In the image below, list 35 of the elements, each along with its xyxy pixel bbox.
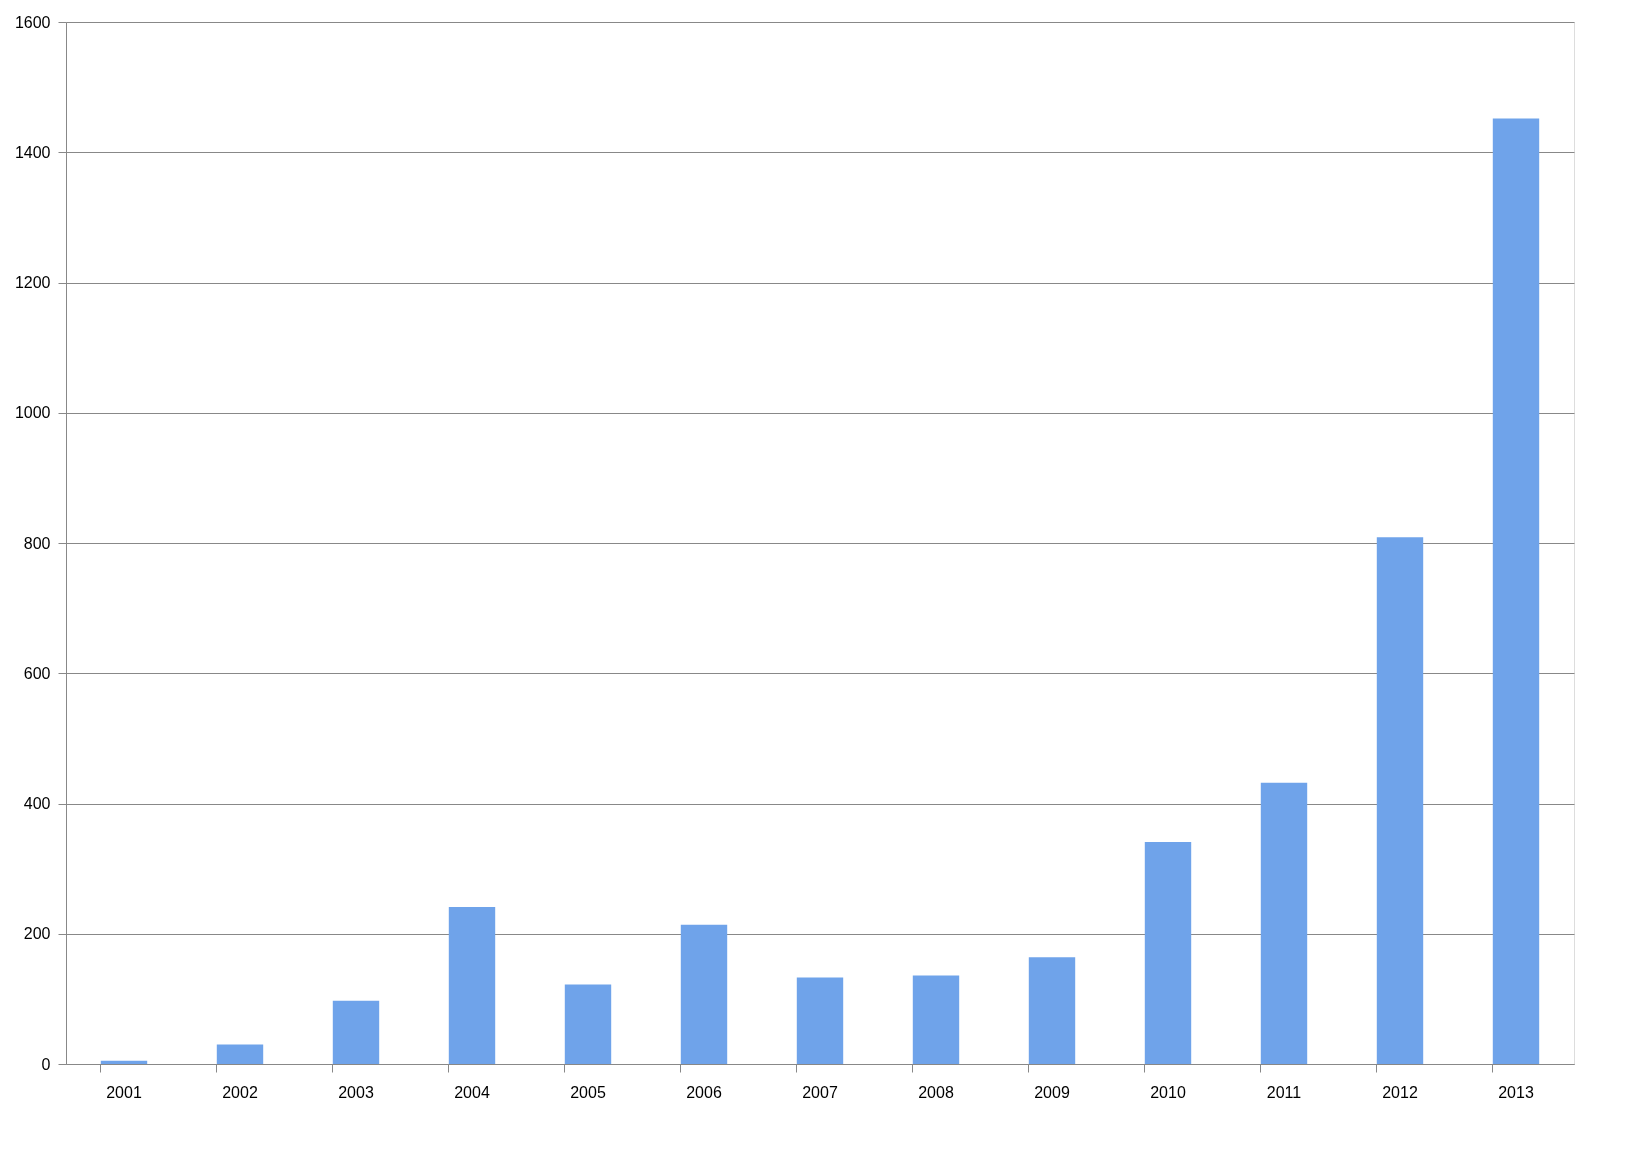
x-tick-label: 2010 xyxy=(1150,1083,1186,1101)
y-tick-label: 800 xyxy=(23,534,51,552)
y-tick-label: 0 xyxy=(41,1055,51,1073)
bar xyxy=(912,975,960,1064)
y-tick-label: 400 xyxy=(23,795,51,812)
bar xyxy=(448,907,496,1064)
bar xyxy=(100,1060,148,1064)
x-tick-label: 2005 xyxy=(570,1083,606,1101)
bar xyxy=(1376,537,1424,1064)
y-tick-label: 200 xyxy=(23,925,51,943)
x-tick-label: 2012 xyxy=(1382,1083,1418,1101)
x-tick-label: 2006 xyxy=(686,1083,722,1101)
bar xyxy=(1144,841,1192,1064)
x-tick-label: 2007 xyxy=(802,1083,838,1101)
bar xyxy=(680,924,728,1064)
y-tick-label: 1000 xyxy=(14,404,51,422)
y-tick-label: 1600 xyxy=(14,13,51,31)
x-tick-label: 2008 xyxy=(918,1083,954,1101)
x-tick-label: 2004 xyxy=(454,1083,490,1101)
x-tick-label: 2001 xyxy=(106,1083,142,1101)
bar xyxy=(564,984,612,1064)
bar xyxy=(1260,782,1308,1064)
x-tick-label: 2013 xyxy=(1498,1083,1534,1101)
x-tick-label: 2002 xyxy=(222,1083,258,1101)
y-tick-label: 600 xyxy=(23,664,51,682)
bar xyxy=(1492,118,1540,1064)
x-tick-label: 2009 xyxy=(1034,1083,1070,1101)
bar xyxy=(332,1000,380,1064)
bar xyxy=(796,977,844,1064)
bar xyxy=(216,1044,264,1064)
y-tick-label: 1400 xyxy=(14,143,51,161)
x-tick-label: 2003 xyxy=(338,1083,374,1101)
y-tick-label: 1200 xyxy=(14,274,51,291)
x-tick-label: 2011 xyxy=(1266,1083,1302,1101)
bar xyxy=(1028,957,1076,1064)
